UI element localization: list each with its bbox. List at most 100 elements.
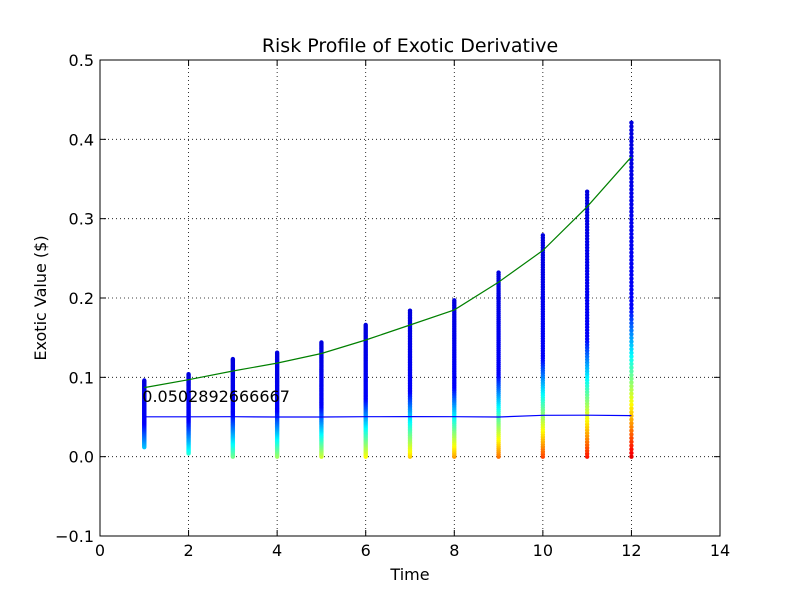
annotation-label: 0.0502892666667 — [142, 387, 290, 406]
scatter-point — [629, 317, 634, 322]
scatter-point — [629, 257, 634, 263]
scatter-column — [319, 340, 324, 459]
scatter-point — [629, 365, 634, 370]
y-tick-label: 0.2 — [69, 289, 94, 308]
x-tick-label: 8 — [449, 541, 459, 560]
scatter-point — [629, 380, 634, 385]
y-tick-label: 0.0 — [69, 448, 94, 467]
scatter-point — [629, 395, 634, 400]
x-tick-label: 2 — [183, 541, 193, 560]
scatter-point — [629, 168, 634, 174]
scatter-point — [629, 161, 634, 166]
scatter-point — [629, 194, 634, 200]
scatter-point — [629, 272, 634, 278]
scatter-column — [363, 322, 368, 459]
scatter-point — [629, 202, 634, 207]
scatter-point — [629, 369, 634, 374]
scatter-point — [629, 417, 634, 422]
scatter-point — [629, 231, 634, 237]
scatter-column — [230, 356, 236, 459]
chart-title: Risk Profile of Exotic Derivative — [262, 35, 558, 57]
scatter-point — [629, 135, 634, 140]
scatter-point — [629, 313, 634, 318]
scatter-point — [629, 120, 634, 125]
scatter-point — [629, 261, 634, 266]
scatter-point — [629, 391, 634, 396]
scatter-point — [629, 298, 634, 304]
scatter-point — [629, 443, 634, 448]
scatter-point — [629, 439, 634, 445]
y-tick-label: 0.4 — [69, 130, 94, 149]
scatter-point — [629, 332, 634, 337]
scatter-point — [629, 213, 634, 218]
scatter-point — [629, 346, 634, 352]
scatter-point — [629, 398, 634, 404]
scatter-point — [629, 254, 634, 259]
scatter-point — [629, 246, 634, 252]
series-line — [144, 156, 632, 389]
scatter-point — [629, 127, 634, 133]
scatter-point — [629, 131, 634, 137]
scatter-point — [629, 435, 634, 441]
series-lines — [144, 156, 632, 418]
scatter-point — [629, 179, 634, 185]
scatter-point — [629, 139, 634, 144]
scatter-point — [629, 421, 634, 426]
scatter-point — [629, 432, 634, 437]
scatter-point — [629, 276, 634, 281]
axis-ticks: 0 2 4 6 8 10 12 14 −0.1 0.0 0.1 0.2 0.3 0.4 0.5 — [55, 51, 730, 560]
scatter-point — [629, 335, 634, 341]
scatter-point — [629, 268, 634, 274]
x-tick-label: 0 — [95, 541, 105, 560]
scatter-point — [629, 172, 634, 177]
scatter-point — [629, 428, 634, 433]
scatter-point — [629, 216, 634, 222]
scatter-point — [629, 413, 634, 419]
x-tick-label: 12 — [621, 541, 641, 560]
y-axis-title: Exotic Value ($) — [31, 235, 50, 360]
scatter-point — [629, 406, 634, 411]
scatter-point — [629, 424, 634, 430]
scatter-point — [629, 165, 634, 170]
scatter-point — [629, 339, 634, 344]
scatter-point — [629, 343, 634, 348]
scatter-column — [496, 270, 501, 459]
scatter-point — [629, 224, 634, 229]
scatter-point — [629, 361, 634, 367]
scatter-point — [629, 387, 634, 393]
scatter-column — [452, 298, 457, 459]
scatter-point — [629, 450, 634, 456]
scatter-point — [629, 176, 634, 181]
scatter-point — [629, 283, 634, 289]
scatter-point — [629, 294, 634, 300]
series-line — [144, 414, 632, 418]
scatter-column — [540, 233, 546, 459]
scatter-point — [629, 183, 634, 188]
scatter-point — [629, 309, 634, 315]
scatter-point — [629, 250, 634, 255]
scatter-point — [629, 146, 634, 151]
y-tick-label: 0.3 — [69, 210, 94, 229]
x-tick-label: 4 — [272, 541, 282, 560]
scatter-column — [629, 120, 634, 459]
scatter-point — [629, 402, 634, 407]
x-axis-title: Time — [389, 565, 429, 584]
scatter-point — [629, 328, 634, 333]
scatter-point — [540, 233, 546, 238]
scatter-point — [230, 356, 236, 362]
scatter-point — [629, 280, 634, 285]
scatter-point — [584, 189, 590, 194]
scatter-point — [629, 150, 634, 155]
scatter-point — [629, 302, 634, 307]
scatter-point — [629, 187, 634, 192]
scatter-point — [363, 322, 368, 328]
scatter-point — [629, 220, 634, 226]
scatter-point — [629, 376, 634, 381]
scatter-point — [407, 308, 413, 313]
scatter-point — [629, 235, 634, 240]
scatter-point — [629, 142, 634, 148]
x-tick-label: 14 — [710, 541, 730, 560]
scatter-point — [629, 242, 634, 248]
scatter-point — [629, 447, 634, 452]
